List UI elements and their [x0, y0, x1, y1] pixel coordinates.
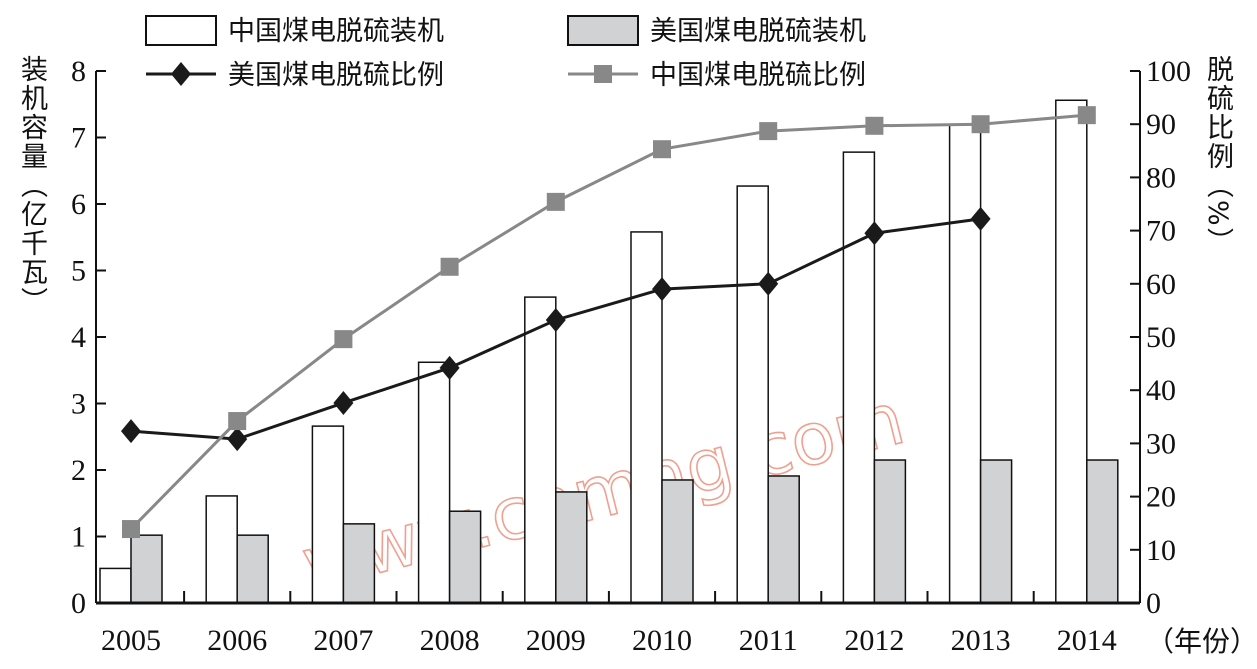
x-axis-label: （年份）: [1146, 625, 1257, 658]
bar-us-2009: [555, 491, 588, 604]
x-tick-label: 2008: [420, 624, 480, 657]
bar-us-2010: [661, 479, 694, 604]
y-tick-label-right: 60: [1146, 268, 1176, 301]
legend-swatch-1: [567, 15, 639, 46]
y-axis-label-left: 装机容量（亿千瓦）: [16, 55, 47, 316]
y-tick-label-left: 5: [71, 255, 86, 288]
x-tick-label: 2006: [207, 624, 267, 657]
point-us-ratio-2006: [227, 427, 248, 452]
point-us-ratio-2011: [758, 271, 779, 296]
y-axis-label-right: 脱硫比例（%）: [1202, 55, 1233, 257]
point-us-ratio-2013: [970, 206, 991, 231]
y-tick-label-left: 3: [71, 388, 86, 421]
y-tick-label-right: 70: [1146, 215, 1176, 248]
point-china-ratio-2009: [546, 192, 565, 211]
legend-marker-diamond: [171, 62, 191, 86]
bar-china-2005: [99, 567, 132, 604]
bar-us-2005: [130, 534, 163, 604]
bar-china-2009: [524, 296, 557, 604]
y-tick-label-right: 80: [1146, 161, 1176, 194]
y-tick-label-left: 8: [71, 55, 86, 88]
y-tick-label-left: 4: [71, 321, 86, 354]
y-tick-label-left: 7: [71, 122, 86, 155]
bar-china-2007: [311, 425, 345, 604]
bar-us-2011: [767, 475, 800, 604]
point-china-ratio-2012: [865, 116, 884, 135]
bar-china-2011: [736, 185, 769, 604]
y-tick-label-right: 40: [1146, 374, 1176, 407]
line-china-ratio: [129, 113, 1087, 531]
bar-china-2013: [948, 124, 982, 604]
y-tick-label-right: 0: [1146, 587, 1161, 620]
point-us-ratio-2005: [121, 419, 141, 444]
y-tick-label-right: 90: [1146, 108, 1176, 141]
point-us-ratio-2008: [439, 355, 460, 380]
bar-us-2008: [448, 510, 482, 604]
y-tick-label-left: 1: [71, 521, 86, 554]
bar-china-2012: [842, 151, 876, 604]
legend-label-2: 美国煤电脱硫比例: [228, 60, 444, 91]
x-tick-label: 2007: [313, 624, 373, 657]
y-tick-label-right: 50: [1146, 321, 1176, 354]
legend-marker-square: [594, 65, 612, 83]
y-tick-label-right: 10: [1146, 534, 1176, 567]
point-china-ratio-2007: [334, 330, 353, 349]
point-china-ratio-2006: [228, 412, 247, 431]
point-china-ratio-2011: [759, 122, 778, 141]
x-tick-label: 2010: [632, 624, 692, 657]
x-tick-label: 2009: [526, 624, 586, 657]
bar-us-2007: [342, 523, 376, 604]
bar-us-2014: [1086, 459, 1119, 604]
legend-label-1: 美国煤电脱硫装机: [650, 16, 866, 47]
bar-china-2006: [205, 495, 238, 604]
point-us-ratio-2007: [333, 390, 354, 415]
watermark: www.cnmhg.com: [294, 376, 912, 607]
point-us-ratio-2010: [652, 277, 672, 302]
y-tick-label-right: 20: [1146, 481, 1176, 514]
bar-china-2008: [417, 361, 451, 604]
y-tick-label-left: 6: [71, 188, 86, 221]
bar-us-2012: [873, 459, 907, 604]
point-china-ratio-2014: [1077, 106, 1096, 125]
point-china-ratio-2008: [440, 257, 459, 276]
point-china-ratio-2010: [653, 140, 671, 159]
legend-label-3: 中国煤电脱硫比例: [650, 60, 866, 91]
x-tick-label: 2012: [844, 624, 904, 657]
y-tick-label-left: 2: [71, 454, 86, 487]
legend-swatch-0: [145, 15, 217, 46]
point-china-ratio-2005: [122, 520, 140, 539]
bar-us-2013: [979, 459, 1013, 604]
x-tick-label: 2013: [951, 624, 1011, 657]
bar-china-2014: [1055, 99, 1088, 604]
y-tick-label-right: 100: [1146, 55, 1191, 88]
point-us-ratio-2012: [864, 221, 885, 246]
point-china-ratio-2013: [971, 115, 990, 134]
x-tick-label: 2014: [1057, 624, 1117, 657]
y-tick-label-right: 30: [1146, 427, 1176, 460]
y-tick-label-left: 0: [71, 587, 86, 620]
point-us-ratio-2009: [545, 307, 566, 332]
x-tick-label: 2011: [739, 624, 798, 657]
x-tick-label: 2005: [101, 624, 161, 657]
bar-us-2006: [236, 534, 269, 604]
legend-label-0: 中国煤电脱硫装机: [228, 16, 444, 47]
